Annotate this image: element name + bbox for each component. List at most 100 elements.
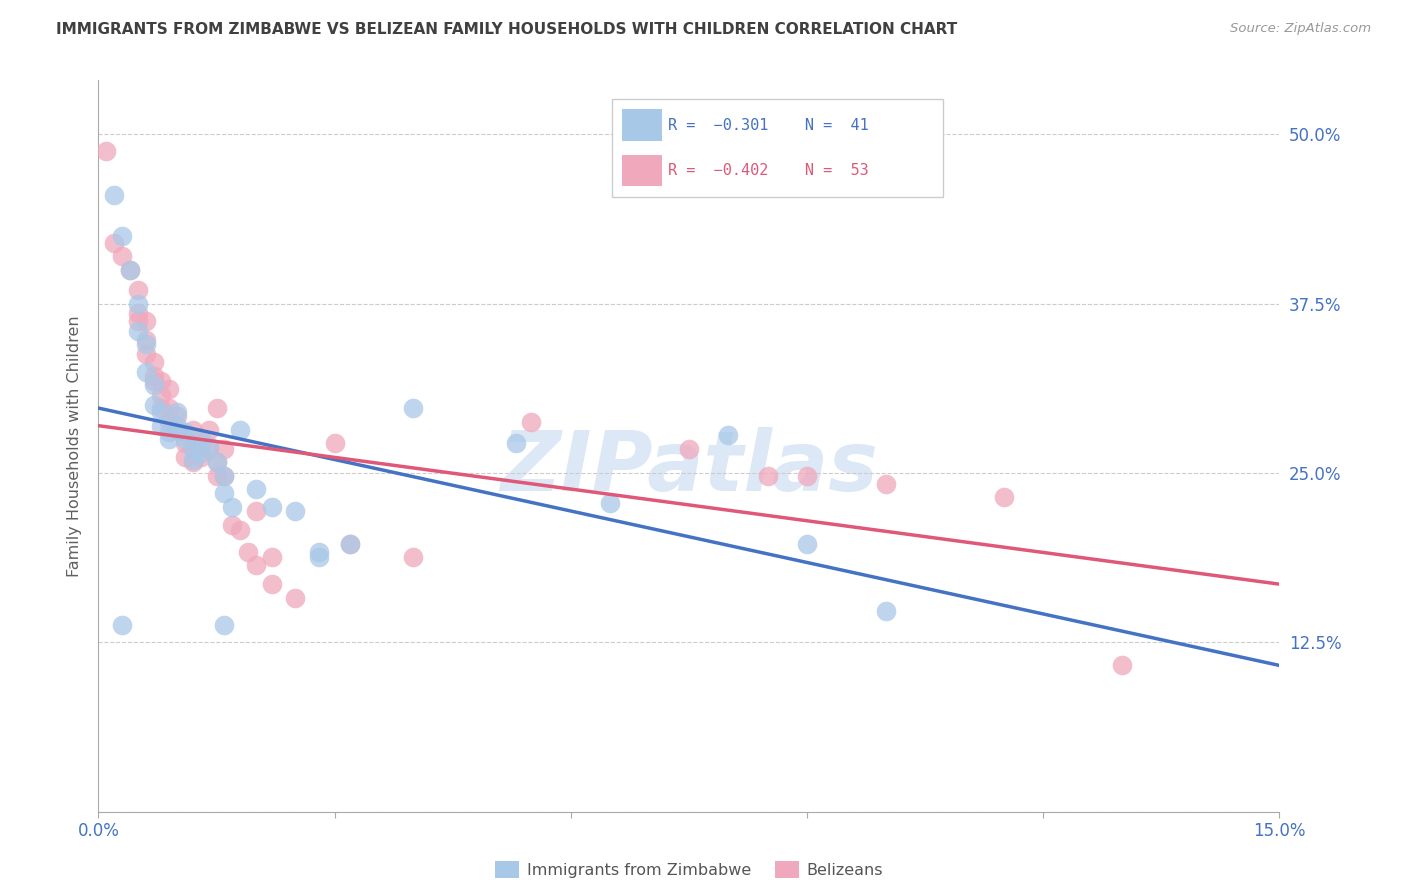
- Point: [111, 617, 134, 632]
- Point: [190, 446, 212, 460]
- Point: [118, 263, 141, 277]
- Point: [214, 617, 236, 632]
- Point: [993, 491, 1015, 505]
- Text: Source: ZipAtlas.com: Source: ZipAtlas.com: [1230, 22, 1371, 36]
- Point: [197, 423, 219, 437]
- Point: [157, 432, 180, 446]
- Y-axis label: Family Households with Children: Family Households with Children: [67, 315, 83, 577]
- Point: [135, 337, 157, 351]
- Point: [142, 378, 165, 392]
- Point: [174, 436, 197, 450]
- Legend: Immigrants from Zimbabwe, Belizeans: Immigrants from Zimbabwe, Belizeans: [488, 855, 890, 884]
- Point: [166, 423, 188, 437]
- Point: [96, 144, 118, 158]
- Point: [796, 536, 818, 550]
- Point: [135, 334, 157, 348]
- Point: [599, 496, 621, 510]
- Point: [214, 442, 236, 456]
- Point: [166, 405, 188, 419]
- Point: [339, 536, 361, 550]
- Point: [197, 442, 219, 456]
- Point: [190, 436, 212, 450]
- Point: [174, 432, 197, 446]
- Point: [236, 544, 259, 558]
- Point: [214, 486, 236, 500]
- Point: [190, 432, 212, 446]
- Point: [181, 442, 204, 456]
- Point: [142, 398, 165, 412]
- Point: [245, 558, 267, 573]
- Point: [284, 591, 307, 605]
- Point: [127, 314, 149, 328]
- Point: [142, 355, 165, 369]
- Point: [157, 415, 180, 429]
- Point: [135, 364, 157, 378]
- Point: [796, 468, 818, 483]
- Point: [221, 500, 243, 514]
- Point: [245, 504, 267, 518]
- Point: [127, 283, 149, 297]
- Point: [111, 249, 134, 263]
- Point: [135, 347, 157, 361]
- Point: [103, 235, 125, 250]
- Point: [150, 418, 173, 433]
- Point: [127, 324, 149, 338]
- Point: [323, 436, 346, 450]
- Point: [142, 374, 165, 388]
- Point: [402, 401, 425, 415]
- Point: [190, 450, 212, 464]
- Point: [505, 436, 527, 450]
- Point: [205, 401, 228, 415]
- Point: [756, 468, 779, 483]
- Point: [135, 314, 157, 328]
- Text: ZIPatlas: ZIPatlas: [501, 427, 877, 508]
- Point: [111, 229, 134, 244]
- Point: [150, 374, 173, 388]
- Point: [717, 428, 740, 442]
- Point: [127, 306, 149, 320]
- Point: [284, 504, 307, 518]
- Point: [174, 425, 197, 440]
- Point: [260, 500, 283, 514]
- Text: IMMIGRANTS FROM ZIMBABWE VS BELIZEAN FAMILY HOUSEHOLDS WITH CHILDREN CORRELATION: IMMIGRANTS FROM ZIMBABWE VS BELIZEAN FAM…: [56, 22, 957, 37]
- Point: [142, 368, 165, 383]
- Point: [150, 401, 173, 415]
- Point: [221, 517, 243, 532]
- Point: [157, 425, 180, 440]
- Point: [166, 409, 188, 424]
- Point: [181, 452, 204, 467]
- Point: [229, 523, 252, 537]
- Point: [103, 188, 125, 202]
- Point: [214, 468, 236, 483]
- Point: [150, 387, 173, 401]
- Point: [875, 604, 897, 618]
- Point: [308, 544, 330, 558]
- Point: [181, 423, 204, 437]
- Point: [205, 455, 228, 469]
- Point: [127, 297, 149, 311]
- Point: [1111, 658, 1133, 673]
- Point: [214, 468, 236, 483]
- Point: [245, 483, 267, 497]
- Point: [181, 455, 204, 469]
- Point: [205, 468, 228, 483]
- Text: R =  −0.402    N =  53: R = −0.402 N = 53: [668, 163, 869, 178]
- Point: [229, 423, 252, 437]
- Point: [339, 536, 361, 550]
- Point: [150, 405, 173, 419]
- Point: [308, 550, 330, 565]
- Text: R =  −0.301    N =  41: R = −0.301 N = 41: [668, 118, 869, 133]
- Point: [174, 450, 197, 464]
- Point: [197, 439, 219, 453]
- Point: [157, 401, 180, 415]
- Point: [402, 550, 425, 565]
- Point: [678, 442, 700, 456]
- Point: [157, 382, 180, 396]
- Point: [875, 477, 897, 491]
- Point: [260, 577, 283, 591]
- Point: [166, 418, 188, 433]
- Point: [181, 442, 204, 456]
- Point: [260, 550, 283, 565]
- Point: [205, 455, 228, 469]
- Point: [118, 263, 141, 277]
